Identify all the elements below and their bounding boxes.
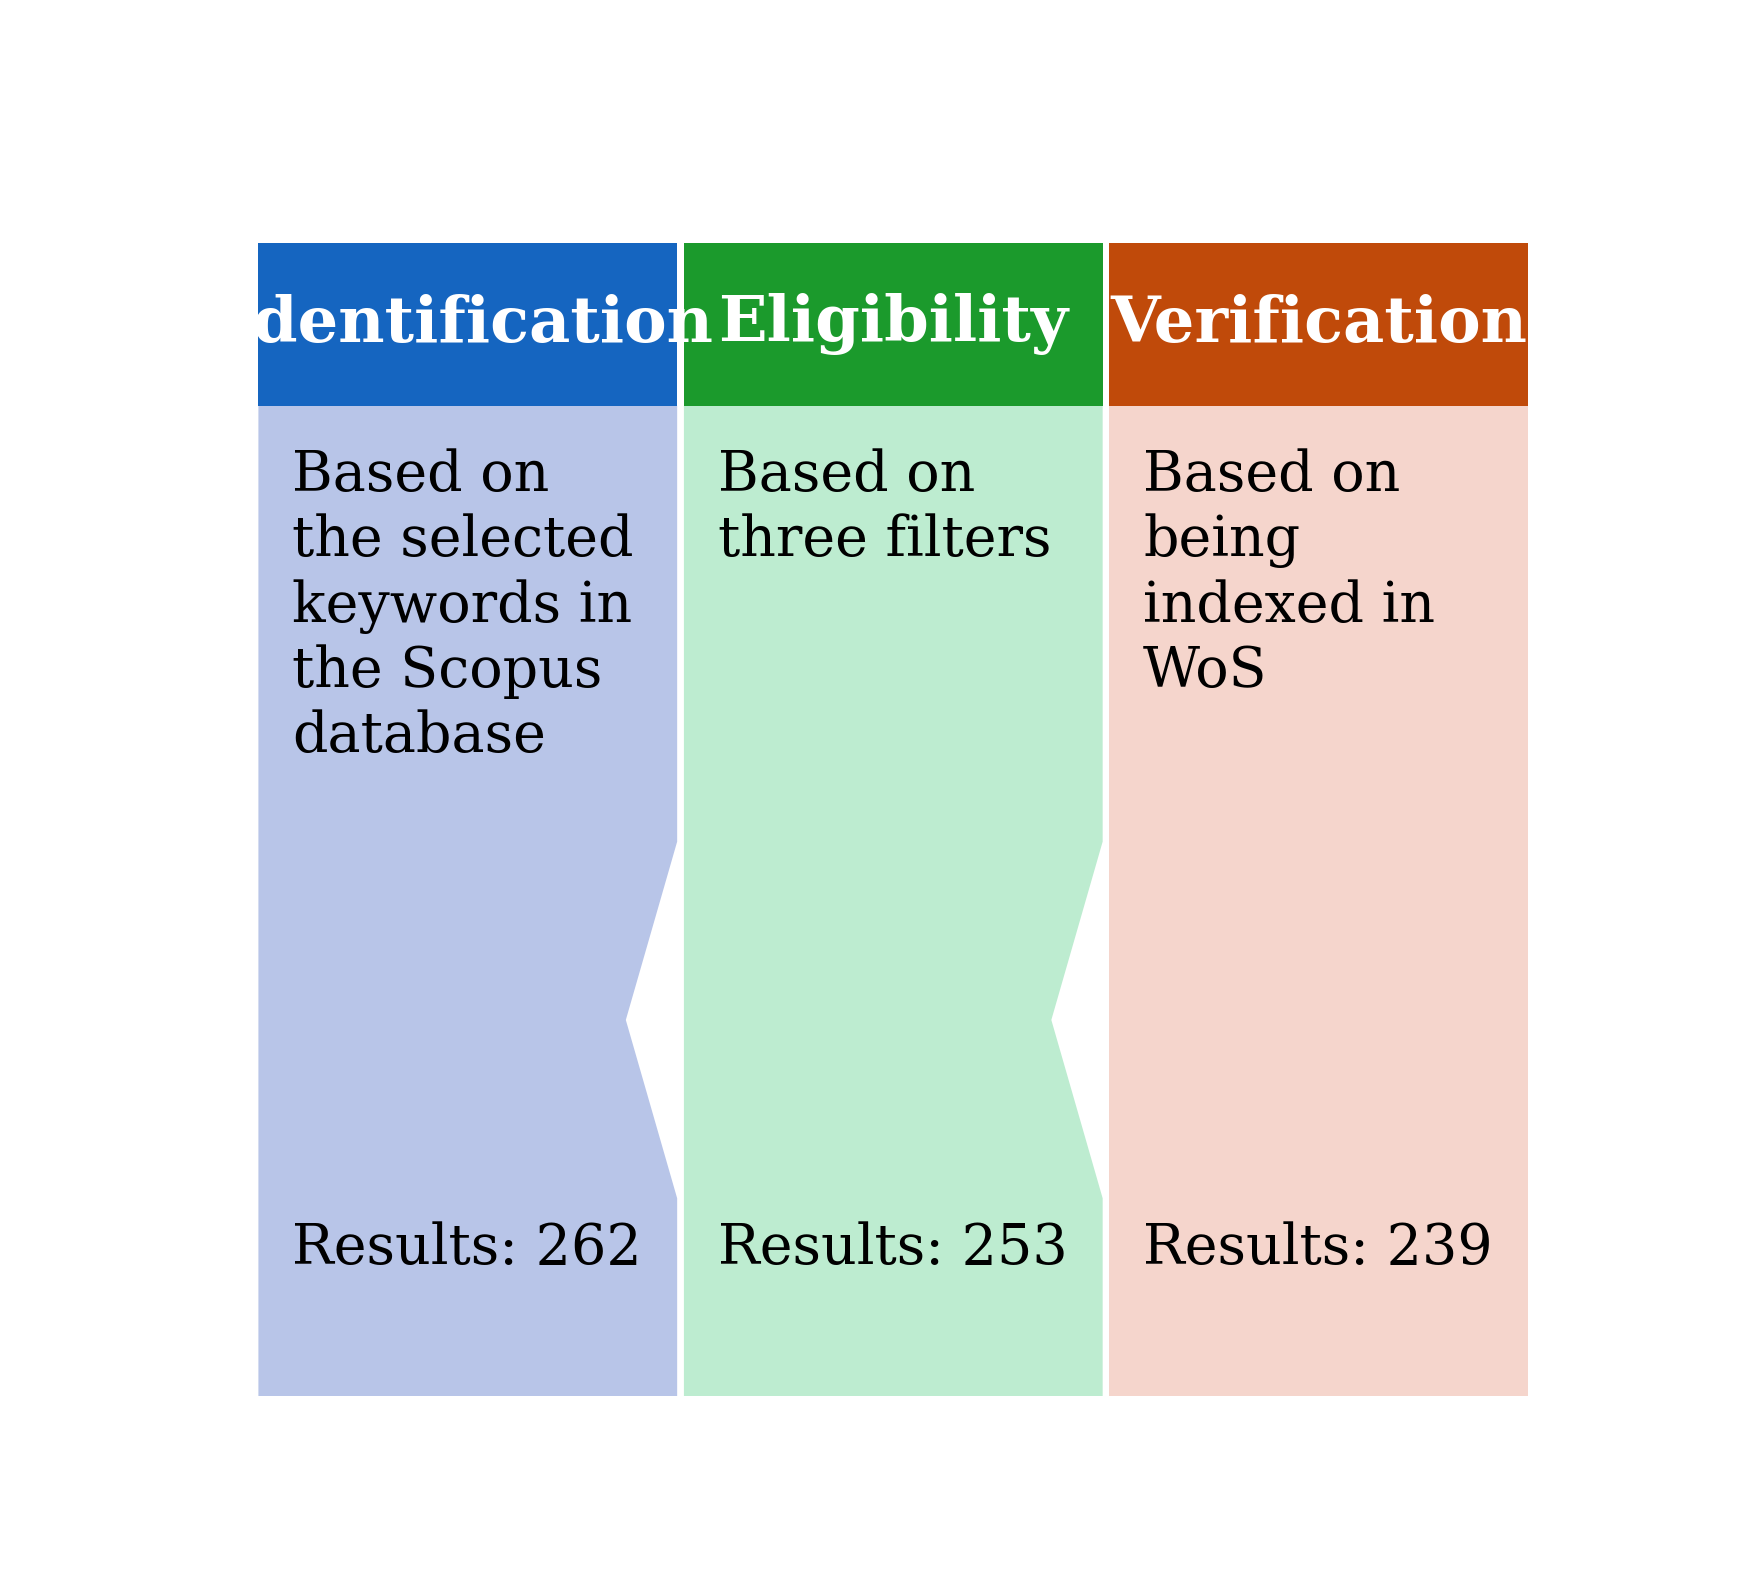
Text: Identification: Identification xyxy=(223,293,713,355)
Polygon shape xyxy=(258,406,676,1396)
FancyBboxPatch shape xyxy=(1109,243,1529,406)
Text: Results: 253: Results: 253 xyxy=(718,1221,1067,1276)
FancyBboxPatch shape xyxy=(683,243,1103,406)
Polygon shape xyxy=(1109,406,1529,1396)
Text: Results: 262: Results: 262 xyxy=(293,1221,641,1276)
Polygon shape xyxy=(683,406,1103,1396)
Text: Based on
the selected
keywords in
the Scopus
database: Based on the selected keywords in the Sc… xyxy=(293,449,634,764)
Text: Verification: Verification xyxy=(1110,293,1527,355)
FancyBboxPatch shape xyxy=(258,243,676,406)
Text: Eligibility: Eligibility xyxy=(718,293,1068,355)
Text: Results: 239: Results: 239 xyxy=(1143,1221,1492,1276)
Text: Based on
being
indexed in
WoS: Based on being indexed in WoS xyxy=(1143,449,1434,698)
Text: Based on
three filters: Based on three filters xyxy=(718,449,1051,568)
